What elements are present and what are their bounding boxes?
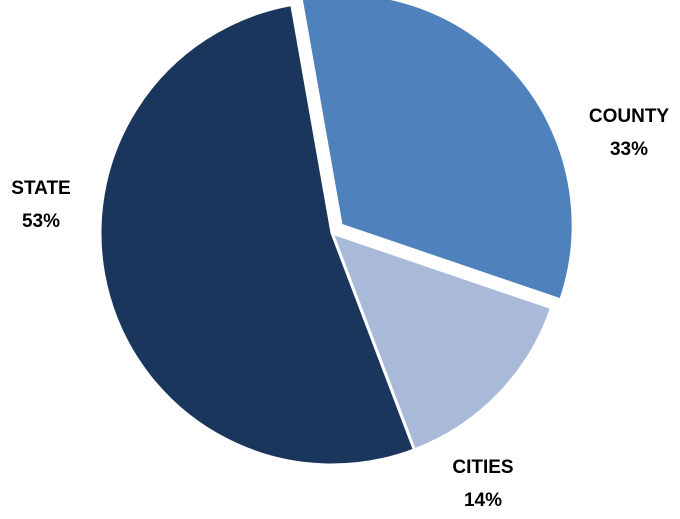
data-label-percent: 14% [464, 490, 502, 511]
data-label-category: CITIES [452, 457, 513, 478]
data-label-cities: CITIES 14% [452, 457, 513, 511]
pie-slices [98, 0, 575, 467]
data-label-category: COUNTY [589, 106, 670, 127]
pie-labels: COUNTY 33% CITIES 14% STATE 53% [11, 106, 669, 511]
data-label-county: COUNTY 33% [589, 106, 670, 160]
pie-slice-state [98, 3, 416, 467]
data-label-category: STATE [11, 178, 70, 199]
pie-slice-cities [330, 231, 554, 452]
data-label-percent: 53% [22, 211, 60, 232]
pie-slice-county [299, 0, 575, 302]
data-label-percent: 33% [610, 139, 648, 160]
data-label-state: STATE 53% [11, 178, 70, 232]
